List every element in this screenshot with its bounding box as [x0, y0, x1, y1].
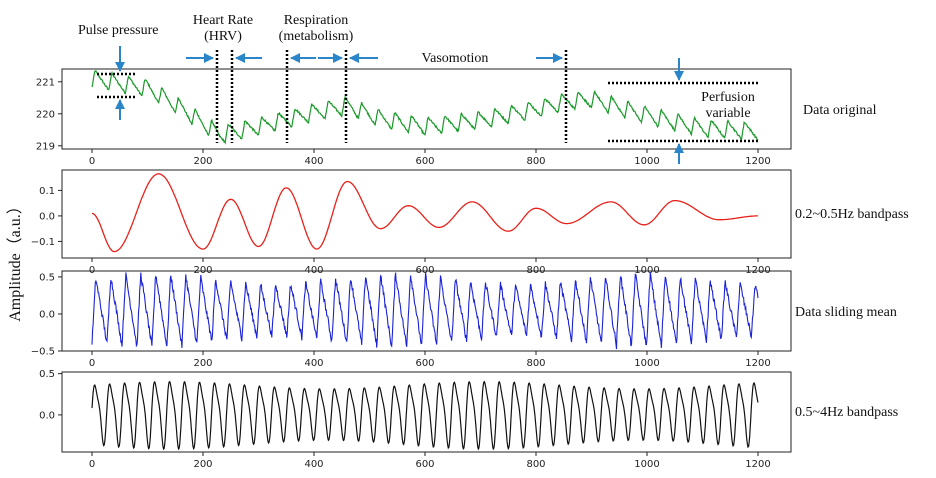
series-line-bandpass-high — [91, 380, 759, 451]
series-line-bandpass-low — [91, 173, 758, 253]
annotation-respiration: Respiration — [284, 13, 349, 28]
annotation-vasomotion: Vasomotion — [422, 51, 489, 66]
annotation-perfusion: Perfusion — [701, 90, 755, 105]
tick-group: 0 200 400 600 800 1000 1200 −0.5 0.0 0.5 — [31, 272, 771, 369]
annotation-heart-rate: Heart Rate — [193, 13, 253, 28]
y-tick-label: 220 — [36, 109, 55, 120]
y-tick-label: −0.5 — [31, 347, 55, 358]
panel-bandpass-high: 0 200 400 600 800 1000 1200 0.0 0.5 0.5~4Hz band… — [39, 369, 898, 470]
y-tick-label: 0.1 — [39, 186, 55, 197]
x-tick-label: 1000 — [634, 156, 659, 167]
x-tick-label: 600 — [415, 358, 434, 369]
tick-group: 0 200 400 600 800 1000 1200 0.0 0.5 — [39, 369, 771, 470]
x-tick-label: 1200 — [745, 358, 770, 369]
series-label-bandpass-high: 0.5~4Hz bandpass — [795, 405, 898, 420]
x-tick-label: 200 — [193, 459, 212, 470]
x-tick-label: 1000 — [634, 459, 659, 470]
panel-bandpass-low: 0 200 400 600 800 1000 1200−0.10.00.1 0.2~0.5H… — [31, 169, 909, 276]
x-tick-label: 400 — [304, 156, 323, 167]
panel-sliding-mean: 0 200 400 600 800 1000 1200 −0.5 0.0 0.5 Data sli… — [31, 270, 897, 369]
series-label-sliding-mean: Data sliding mean — [795, 305, 897, 320]
x-tick-label: 1200 — [745, 459, 770, 470]
annotations: Pulse pressure Heart Rate (HRV) Respirat… — [78, 13, 760, 164]
annotation-hrv: (HRV) — [204, 29, 242, 44]
y-tick-label: 0.0 — [39, 211, 55, 222]
y-tick-label: 0.5 — [39, 369, 55, 380]
y-tick-label: 0.0 — [39, 410, 55, 421]
x-tick-label: 400 — [304, 358, 323, 369]
y-tick-label: 0.0 — [39, 309, 55, 320]
plot-frame — [61, 371, 792, 453]
x-tick-label: 0 — [89, 156, 95, 167]
x-tick-label: 200 — [193, 358, 212, 369]
x-tick-label: 800 — [526, 358, 545, 369]
x-tick-label: 200 — [193, 156, 212, 167]
annotation-metabolism: (metabolism) — [279, 29, 354, 44]
series-label-original: Data original — [803, 103, 877, 118]
plot-frame — [61, 169, 792, 259]
x-tick-label: 400 — [304, 459, 323, 470]
y-tick-label: −0.1 — [31, 237, 55, 248]
series-line-sliding-mean — [91, 272, 759, 350]
x-tick-label: 600 — [415, 459, 434, 470]
x-tick-label: 1000 — [634, 358, 659, 369]
tick-group: 0 200 400 600 800 1000 1200 219 220 221 — [36, 77, 771, 167]
x-tick-label: 800 — [526, 459, 545, 470]
annotation-pulse-pressure: Pulse pressure — [78, 23, 159, 38]
series-label-bandpass-low: 0.2~0.5Hz bandpass — [795, 207, 909, 222]
x-tick-label: 0 — [89, 459, 95, 470]
annotation-variable: variable — [705, 106, 750, 121]
x-tick-label: 1200 — [745, 156, 770, 167]
x-tick-label: 800 — [526, 156, 545, 167]
y-tick-label: 219 — [36, 141, 55, 152]
x-tick-label: 600 — [415, 156, 434, 167]
y-axis-label: Amplitude（a.u.） — [6, 198, 24, 322]
plot-frame — [61, 270, 792, 352]
plot-frame — [61, 68, 792, 150]
panel-original: 0 200 400 600 800 1000 1200 219 220 221 Data orig… — [36, 68, 877, 167]
y-tick-label: 221 — [36, 77, 55, 88]
x-tick-label: 0 — [89, 358, 95, 369]
y-tick-label: 0.5 — [39, 272, 55, 283]
series-line-original — [91, 69, 759, 145]
